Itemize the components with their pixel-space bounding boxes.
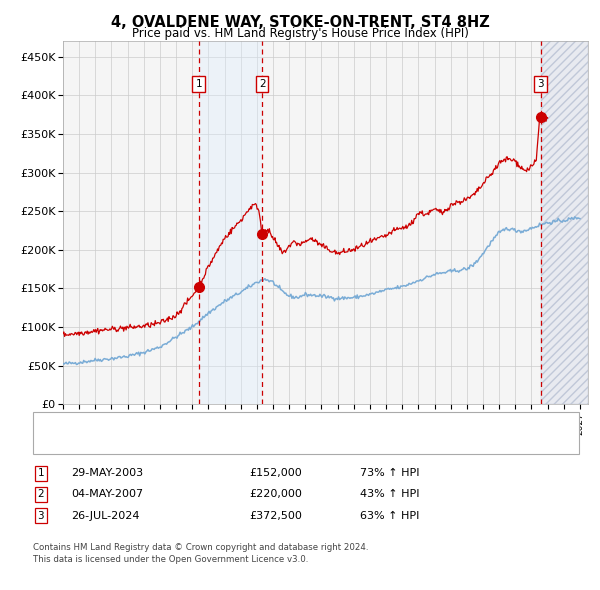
Text: —: — — [42, 415, 60, 432]
Text: 43% ↑ HPI: 43% ↑ HPI — [360, 490, 419, 499]
Bar — [199, 41, 262, 404]
Text: 2: 2 — [259, 78, 265, 88]
Text: 4, OVALDENE WAY, STOKE-ON-TRENT, ST4 8HZ (detached house): 4, OVALDENE WAY, STOKE-ON-TRENT, ST4 8HZ… — [75, 419, 399, 429]
Text: 29-MAY-2003: 29-MAY-2003 — [71, 468, 143, 478]
Text: 04-MAY-2007: 04-MAY-2007 — [71, 490, 143, 499]
Text: Price paid vs. HM Land Registry's House Price Index (HPI): Price paid vs. HM Land Registry's House … — [131, 27, 469, 40]
Text: 63% ↑ HPI: 63% ↑ HPI — [360, 511, 419, 520]
Bar — [541, 41, 588, 404]
Text: This data is licensed under the Open Government Licence v3.0.: This data is licensed under the Open Gov… — [33, 555, 308, 564]
Text: Contains HM Land Registry data © Crown copyright and database right 2024.: Contains HM Land Registry data © Crown c… — [33, 543, 368, 552]
Text: —: — — [42, 435, 60, 453]
Text: 73% ↑ HPI: 73% ↑ HPI — [360, 468, 419, 478]
Text: £372,500: £372,500 — [249, 511, 302, 520]
Text: £220,000: £220,000 — [249, 490, 302, 499]
Text: 1: 1 — [196, 78, 202, 88]
Text: 2: 2 — [37, 490, 44, 499]
Text: 26-JUL-2024: 26-JUL-2024 — [71, 511, 139, 520]
Text: HPI: Average price, detached house, Stoke-on-Trent: HPI: Average price, detached house, Stok… — [75, 439, 331, 448]
Text: £152,000: £152,000 — [249, 468, 302, 478]
Text: 4, OVALDENE WAY, STOKE-ON-TRENT, ST4 8HZ: 4, OVALDENE WAY, STOKE-ON-TRENT, ST4 8HZ — [110, 15, 490, 30]
Text: 3: 3 — [37, 511, 44, 520]
Text: 1: 1 — [37, 468, 44, 478]
Text: 3: 3 — [537, 78, 544, 88]
